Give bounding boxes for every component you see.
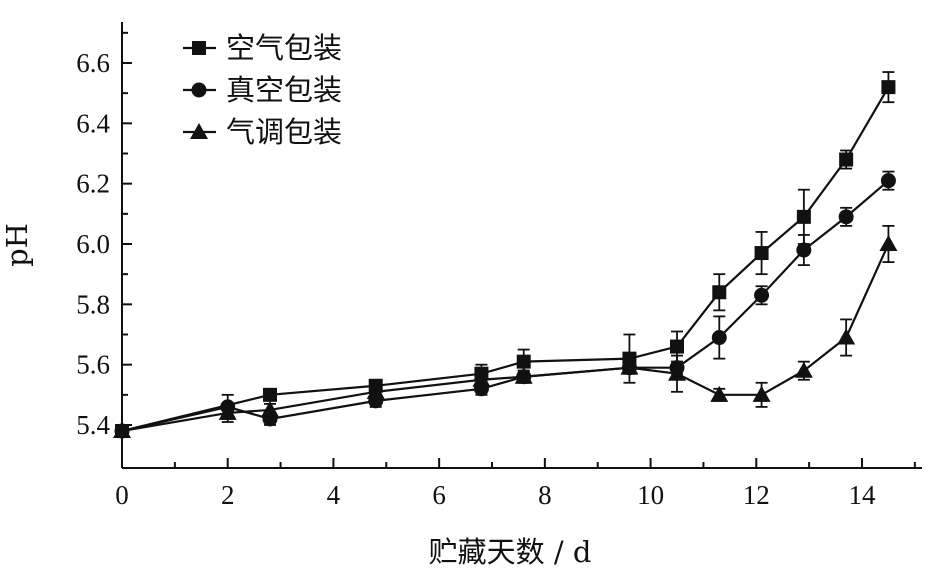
series-square bbox=[115, 71, 896, 439]
y-tick-label: 6.0 bbox=[76, 229, 110, 259]
x-tick-label: 8 bbox=[538, 480, 552, 510]
data-point bbox=[752, 385, 771, 402]
data-point bbox=[711, 330, 727, 346]
legend-item: 气调包装 bbox=[183, 115, 342, 149]
data-point bbox=[710, 385, 729, 402]
y-tick-label: 6.4 bbox=[76, 108, 110, 138]
data-point bbox=[839, 152, 854, 167]
data-point bbox=[620, 358, 639, 375]
data-point bbox=[514, 367, 533, 384]
data-point bbox=[113, 422, 131, 439]
series-layer bbox=[113, 71, 898, 439]
legend-marker bbox=[190, 123, 208, 139]
series-line bbox=[121, 179, 890, 433]
data-point bbox=[218, 403, 237, 420]
y-tick-label: 6.6 bbox=[76, 48, 110, 78]
data-point bbox=[881, 80, 896, 95]
x-tick-label: 10 bbox=[637, 480, 664, 510]
data-point bbox=[516, 354, 531, 369]
data-point bbox=[712, 285, 727, 300]
data-point bbox=[366, 382, 385, 399]
data-point bbox=[263, 387, 277, 402]
data-point bbox=[754, 246, 769, 261]
data-point bbox=[754, 287, 770, 303]
data-point bbox=[879, 235, 898, 251]
y-tick-label: 6.2 bbox=[76, 169, 110, 199]
y-tick-label: 5.4 bbox=[76, 410, 110, 440]
data-point bbox=[880, 173, 896, 189]
series-triangle bbox=[113, 224, 898, 439]
legend-label: 气调包装 bbox=[226, 115, 342, 149]
x-tick-label: 0 bbox=[115, 480, 129, 510]
y-axis-title: pH bbox=[0, 223, 34, 267]
data-point bbox=[261, 400, 279, 417]
data-point bbox=[796, 242, 812, 258]
x-tick-label: 6 bbox=[432, 480, 446, 510]
legend-marker bbox=[192, 41, 206, 55]
data-point bbox=[472, 370, 491, 387]
x-tick-label: 14 bbox=[849, 480, 877, 510]
legend-item: 空气包装 bbox=[183, 31, 342, 65]
legend-item: 真空包装 bbox=[183, 73, 342, 107]
data-point bbox=[838, 209, 854, 225]
data-point bbox=[837, 328, 856, 345]
legend-label: 真空包装 bbox=[226, 73, 342, 107]
data-point bbox=[668, 364, 686, 381]
legend-marker bbox=[191, 82, 207, 98]
y-tick-label: 5.6 bbox=[76, 350, 110, 380]
y-tick-label: 5.8 bbox=[76, 289, 110, 319]
data-point bbox=[670, 339, 684, 354]
x-tick-label: 2 bbox=[221, 480, 235, 510]
x-tick-label: 4 bbox=[327, 480, 341, 510]
x-tick-label: 12 bbox=[743, 480, 770, 510]
series-circle bbox=[114, 170, 896, 439]
data-point bbox=[796, 209, 811, 224]
legend-label: 空气包装 bbox=[226, 31, 342, 65]
axes: 0 2 4 6 8 10 12 14 5.4 5.6 5.8 6.0 6.2 6.4 6.6 bbox=[76, 22, 922, 510]
series-line bbox=[121, 86, 890, 433]
data-point bbox=[794, 361, 813, 378]
x-axis-title: 贮藏天数 / d bbox=[429, 535, 592, 569]
